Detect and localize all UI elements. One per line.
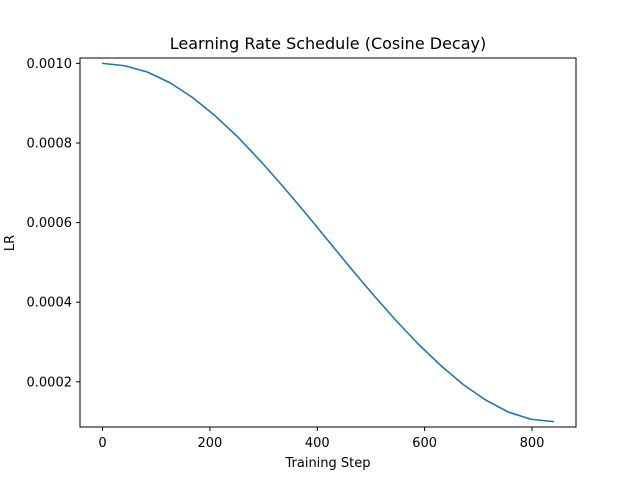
x-tick-label-2: 400 bbox=[305, 436, 330, 451]
chart-title: Learning Rate Schedule (Cosine Decay) bbox=[170, 34, 486, 53]
y-tick-label-3: 0.0008 bbox=[27, 136, 73, 151]
y-tick-label-4: 0.0010 bbox=[27, 57, 73, 72]
x-tick-label-3: 600 bbox=[412, 436, 437, 451]
x-axis-label: Training Step bbox=[284, 456, 370, 471]
y-tick-label-2: 0.0006 bbox=[27, 216, 73, 231]
y-tick-label-0: 0.0002 bbox=[27, 375, 73, 390]
series-line-0 bbox=[101, 62, 555, 423]
x-tick-label-0: 0 bbox=[98, 436, 106, 451]
y-axis-label: LR bbox=[3, 235, 18, 251]
x-tick-label-1: 200 bbox=[197, 436, 222, 451]
y-tick-label-1: 0.0004 bbox=[27, 296, 73, 311]
plot-frame bbox=[79, 57, 577, 428]
plot-area: 0 200 400 600 800 0.0002 0.0004 0.0006 0.0008 0.0… bbox=[27, 57, 577, 451]
x-tick-label-4: 800 bbox=[520, 436, 545, 451]
